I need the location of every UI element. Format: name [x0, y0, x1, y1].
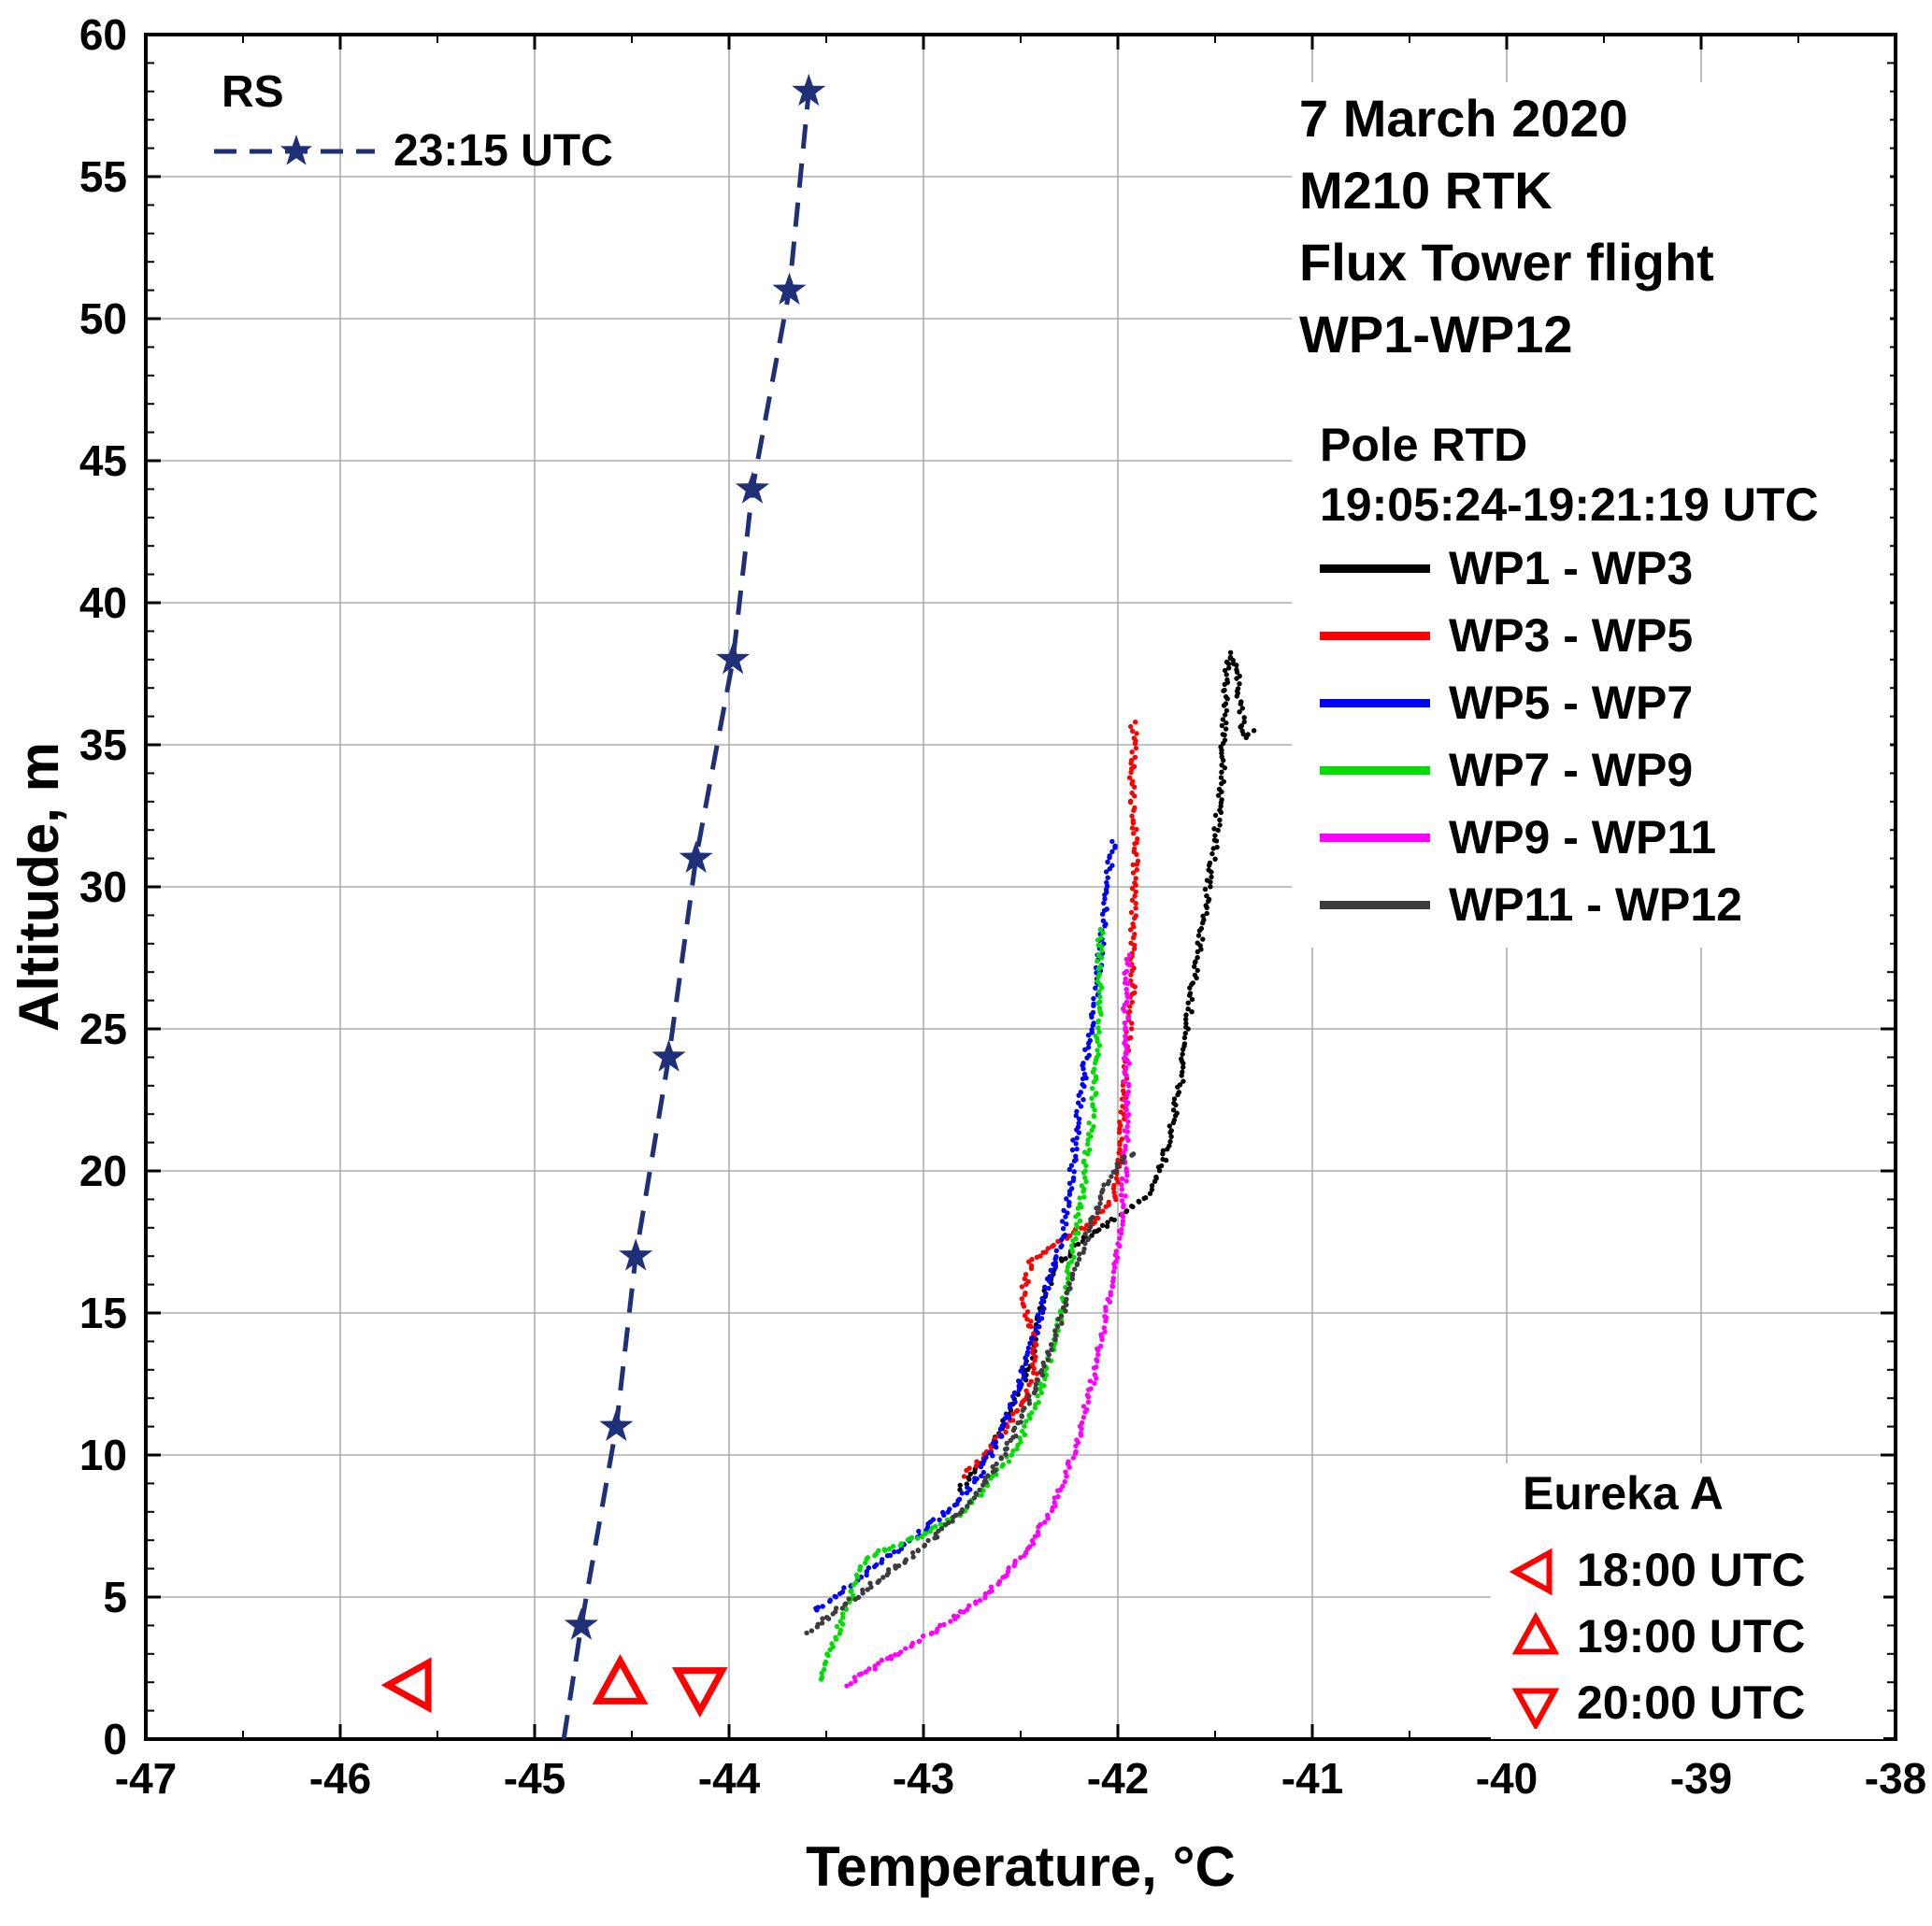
star-marker-icon: [716, 641, 751, 675]
axis-ticks: [144, 33, 1897, 1741]
svg-text:50: 50: [79, 294, 127, 343]
wp7-wp9-line-swatch-icon: [1320, 765, 1430, 775]
svg-text:-47: -47: [115, 1754, 177, 1803]
svg-text:-39: -39: [1670, 1754, 1732, 1803]
title-line-2: M210 RTK: [1299, 161, 1553, 220]
rs-legend-heading: RS: [222, 67, 284, 117]
x-axis-title: Temperature, °C: [806, 1835, 1236, 1898]
svg-text:10: 10: [79, 1431, 127, 1479]
svg-text:0: 0: [103, 1715, 127, 1763]
svg-text:25: 25: [79, 1005, 127, 1053]
flight-info-legend: 7 March 2020 M210 RTK Flux Tower flight …: [1292, 82, 1890, 948]
star-marker-icon: [772, 272, 807, 305]
svg-text:-43: -43: [893, 1754, 954, 1803]
legend-label: WP3 - WP5: [1449, 609, 1694, 662]
legend-label: WP1 - WP3: [1449, 542, 1694, 594]
legend-entry-wp7-wp9: WP7 - WP9: [1320, 736, 1890, 804]
star-marker-icon: [599, 1408, 634, 1441]
legend-entry-wp9-wp11: WP9 - WP11: [1320, 804, 1890, 871]
svg-text:-40: -40: [1476, 1754, 1538, 1803]
triangle-up-marker-icon: [592, 1654, 649, 1705]
legend-label: WP11 - WP12: [1449, 878, 1742, 931]
wp3-wp5-line-swatch-icon: [1320, 631, 1430, 640]
svg-text:60: 60: [79, 10, 127, 59]
triangle-down-marker-icon: [671, 1667, 728, 1718]
rs-legend-label: 23:15 UTC: [394, 126, 613, 176]
star-marker-icon: [792, 73, 826, 107]
rs-legend: RS 23:15 UTC: [210, 65, 613, 177]
svg-text:-41: -41: [1281, 1754, 1343, 1803]
svg-text:5: 5: [103, 1573, 127, 1621]
series-wp9-wp11: [844, 952, 1133, 1689]
legend-entry-wp11-wp12: WP11 - WP12: [1320, 871, 1890, 938]
wp1-wp3-line-swatch-icon: [1320, 564, 1430, 573]
series-wp5-wp7: [813, 838, 1118, 1613]
wp11-wp12-line-swatch-icon: [1320, 900, 1430, 909]
y-axis-title: Altitude, m: [7, 742, 70, 1032]
svg-text:40: 40: [79, 578, 127, 627]
svg-text:-38: -38: [1865, 1754, 1926, 1803]
wp9-wp11-line-swatch-icon: [1320, 833, 1430, 842]
legend-label: WP9 - WP11: [1449, 811, 1717, 863]
title-line-3: Flux Tower flight: [1299, 233, 1714, 292]
star-marker-icon: [619, 1238, 653, 1271]
pole-rtd-heading: Pole RTD: [1320, 419, 1528, 471]
rs-dashed-star-swatch-icon: [214, 134, 375, 165]
series-wp11-wp12: [804, 1151, 1137, 1636]
star-marker-icon: [679, 840, 713, 873]
legend-label: WP5 - WP7: [1449, 677, 1694, 729]
pole-rtd-legend: Pole RTD 19:05:24-19:21:19 UTC WP1 - WP3…: [1292, 415, 1890, 938]
triangle-left-icon: [1510, 1548, 1553, 1595]
eureka-label: 18:00 UTC: [1577, 1543, 1806, 1596]
triangle-down-icon: [1511, 1687, 1560, 1729]
star-marker-icon: [651, 1039, 686, 1072]
series-eureka-a-18-00-utc: [380, 1657, 432, 1714]
pole-rtd-time-range: 19:05:24-19:21:19 UTC: [1320, 478, 1819, 531]
triangle-up-icon: [1511, 1611, 1560, 1655]
star-marker-icon: [564, 1607, 598, 1640]
title-line-4: WP1-WP12: [1299, 305, 1573, 364]
eureka-label: 19:00 UTC: [1577, 1609, 1806, 1662]
eureka-entry-1900: 19:00 UTC: [1491, 1603, 1883, 1669]
eureka-entry-2000: 20:00 UTC: [1491, 1669, 1883, 1735]
legend-entry-wp1-wp3: WP1 - WP3: [1320, 535, 1890, 602]
svg-text:45: 45: [79, 436, 127, 485]
triangle-left-marker-icon: [380, 1657, 432, 1714]
series-rs: [561, 73, 826, 1740]
legend-entry-wp5-wp7: WP5 - WP7: [1320, 669, 1890, 736]
eureka-label: 20:00 UTC: [1577, 1676, 1806, 1729]
rs-legend-entry: 23:15 UTC: [210, 125, 613, 177]
wp5-wp7-line-swatch-icon: [1320, 698, 1430, 707]
legend-entry-wp3-wp5: WP3 - WP5: [1320, 602, 1890, 669]
svg-text:-42: -42: [1087, 1754, 1149, 1803]
eureka-entry-1800: 18:00 UTC: [1491, 1536, 1883, 1603]
svg-text:-44: -44: [698, 1754, 761, 1803]
svg-text:35: 35: [79, 720, 127, 769]
svg-text:55: 55: [79, 152, 127, 201]
svg-text:30: 30: [79, 863, 127, 911]
svg-text:20: 20: [79, 1147, 127, 1195]
title-line-1: 7 March 2020: [1299, 89, 1628, 148]
legend-label: WP7 - WP9: [1449, 744, 1694, 796]
svg-text:15: 15: [79, 1289, 127, 1337]
eureka-legend: Eureka A 18:00 UTC 19:00 UTC 20:00 UTC: [1491, 1463, 1883, 1739]
svg-text:-45: -45: [504, 1754, 565, 1803]
series-eureka-a-20-00-utc: [671, 1667, 728, 1718]
eureka-heading: Eureka A: [1523, 1467, 1724, 1519]
x-tick-labels: -47 -46 -45 -44 -43 -42 -41 -40 -39 -38: [115, 1754, 1926, 1803]
svg-text:-46: -46: [309, 1754, 371, 1803]
title-block: 7 March 2020 M210 RTK Flux Tower flight …: [1292, 82, 1890, 370]
star-marker-icon: [735, 471, 769, 504]
y-tick-labels: 0 5 10 15 20 25 30 35 40 45 50 55 60: [79, 10, 127, 1763]
series-eureka-a-19-00-utc: [592, 1654, 649, 1705]
